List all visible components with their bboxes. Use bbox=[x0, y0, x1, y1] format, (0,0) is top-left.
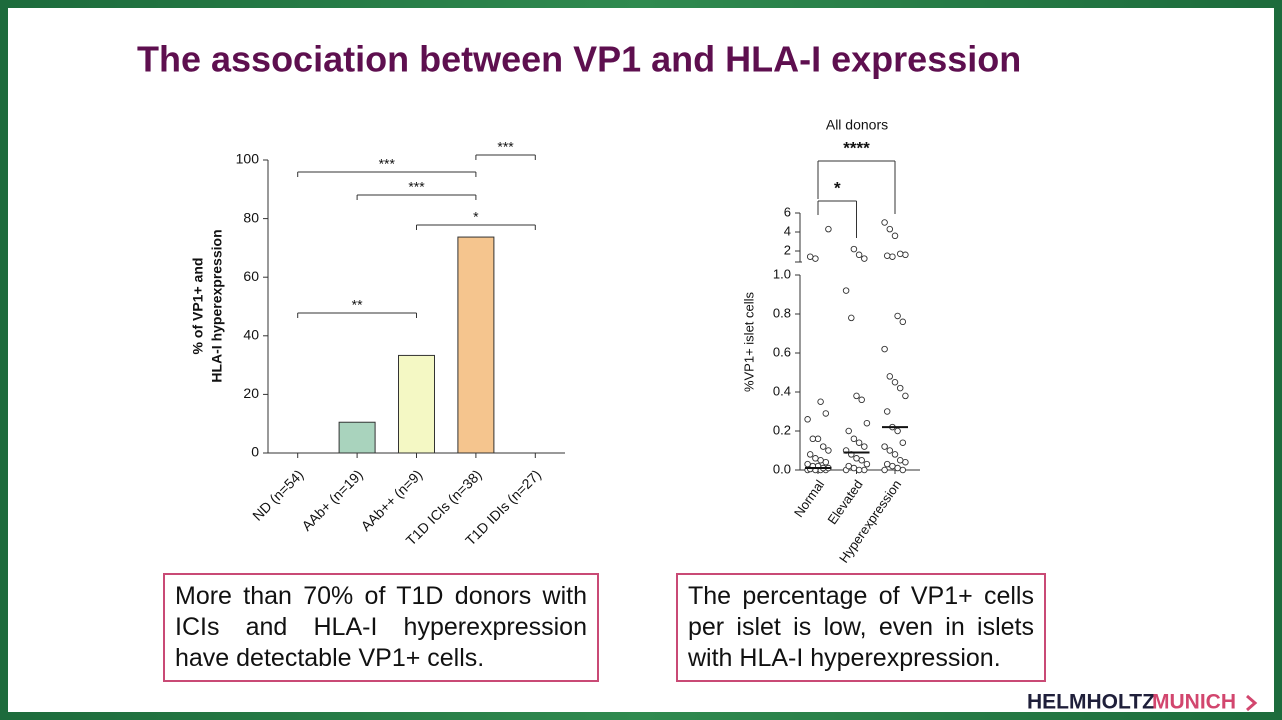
y-axis-label: % of VP1+ and bbox=[190, 258, 206, 355]
y-tick-label: 100 bbox=[236, 151, 260, 167]
data-point bbox=[902, 251, 909, 259]
data-point bbox=[848, 314, 855, 322]
logo-icon bbox=[1246, 694, 1258, 712]
data-point bbox=[891, 379, 899, 386]
data-point bbox=[899, 439, 907, 446]
data-point bbox=[825, 447, 832, 454]
data-point bbox=[886, 447, 894, 454]
data-point bbox=[812, 455, 819, 462]
y-tick-label: 4 bbox=[784, 223, 791, 238]
bar bbox=[457, 236, 495, 454]
data-point bbox=[822, 410, 830, 417]
slide-title: The association between VP1 and HLA-I ex… bbox=[137, 39, 1021, 80]
significance-label: **** bbox=[843, 138, 870, 157]
data-point bbox=[817, 398, 824, 406]
data-point bbox=[881, 443, 888, 450]
y-tick-label: 0.0 bbox=[773, 461, 791, 476]
y-tick-label: 2 bbox=[784, 242, 791, 257]
y-tick-label: 80 bbox=[243, 209, 259, 225]
data-point bbox=[804, 416, 811, 423]
logo-text: HELMHOLTZ bbox=[1027, 691, 1155, 714]
slide bbox=[8, 8, 1274, 712]
y-tick-label: 0.2 bbox=[773, 422, 791, 437]
data-point bbox=[863, 460, 871, 468]
data-point bbox=[861, 443, 868, 450]
y-tick-label: 60 bbox=[243, 268, 259, 284]
data-point bbox=[896, 250, 904, 258]
significance-label: * bbox=[834, 178, 841, 197]
data-point bbox=[858, 396, 865, 404]
data-point bbox=[881, 219, 888, 226]
y-axis-label: %VP1+ islet cells bbox=[741, 291, 756, 392]
data-point bbox=[886, 225, 894, 233]
y-tick-label: 40 bbox=[243, 327, 259, 343]
significance-label: * bbox=[473, 209, 479, 225]
bar bbox=[398, 354, 435, 454]
data-point bbox=[819, 443, 827, 450]
data-point bbox=[896, 457, 904, 464]
data-point bbox=[883, 252, 891, 259]
data-point bbox=[850, 435, 858, 443]
data-point bbox=[886, 373, 894, 380]
data-point bbox=[855, 251, 863, 259]
data-point bbox=[891, 232, 899, 240]
data-point bbox=[809, 435, 817, 443]
y-tick-label: 0.8 bbox=[773, 305, 791, 320]
data-point bbox=[804, 460, 811, 468]
data-point bbox=[850, 245, 858, 253]
data-point bbox=[883, 408, 891, 415]
data-point bbox=[902, 392, 909, 400]
data-point bbox=[861, 255, 868, 262]
data-point bbox=[806, 253, 814, 260]
y-tick-label: 6 bbox=[784, 204, 791, 219]
text-box: More than 70% of T1D donors with ICIs an… bbox=[163, 573, 599, 682]
y-tick-label: 0.6 bbox=[773, 344, 791, 359]
data-point bbox=[806, 451, 814, 458]
significance-label: *** bbox=[408, 179, 425, 195]
data-point bbox=[845, 462, 852, 470]
logo-text: MUNICH bbox=[1152, 691, 1236, 714]
data-point bbox=[853, 455, 860, 462]
significance-label: *** bbox=[379, 156, 396, 172]
data-point bbox=[899, 318, 907, 326]
x-tick-label: ND (n=54) bbox=[249, 466, 306, 523]
data-point bbox=[863, 419, 871, 427]
data-point bbox=[853, 392, 860, 400]
y-tick-label: 20 bbox=[243, 385, 259, 401]
data-point bbox=[881, 345, 888, 353]
data-point bbox=[881, 466, 888, 474]
data-point bbox=[894, 427, 901, 435]
y-tick-label: 0.4 bbox=[773, 383, 791, 398]
data-point bbox=[883, 460, 891, 468]
data-point bbox=[842, 287, 850, 294]
x-tick-label: AAb+ (n=19) bbox=[298, 466, 365, 533]
significance-label: *** bbox=[497, 139, 514, 155]
data-point bbox=[889, 253, 896, 260]
x-tick-label: Elevated bbox=[824, 477, 865, 527]
y-tick-label: 0 bbox=[251, 444, 259, 460]
data-point bbox=[894, 312, 901, 320]
bar bbox=[338, 421, 376, 454]
x-tick-label: Normal bbox=[791, 477, 827, 520]
data-point bbox=[891, 451, 899, 458]
data-point bbox=[845, 427, 852, 435]
data-point bbox=[896, 384, 904, 392]
chart-title: All donors bbox=[826, 117, 888, 133]
data-point bbox=[855, 439, 863, 446]
text-box: The percentage of VP1+ cells per islet i… bbox=[676, 573, 1046, 682]
significance-label: ** bbox=[352, 297, 363, 313]
y-axis-label: HLA-I hyperexpression bbox=[209, 229, 225, 382]
y-tick-label: 1.0 bbox=[773, 266, 791, 281]
data-point bbox=[825, 225, 832, 233]
